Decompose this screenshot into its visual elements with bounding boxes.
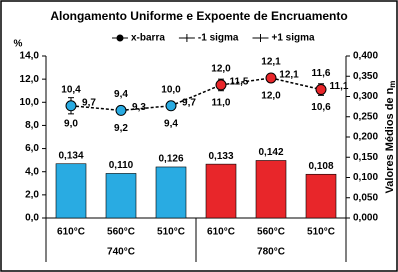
sigma-label: 10,0 [161, 84, 181, 95]
x-tick-label: 510°C [157, 227, 185, 238]
bar-value-label: 0,110 [109, 160, 134, 171]
y-tick-label: 14,0 [20, 51, 40, 62]
x-tick-label: 560°C [257, 227, 285, 238]
bar [105, 173, 137, 219]
bar [305, 173, 337, 219]
legend-label: +1 sigma [271, 33, 315, 44]
mean-marker [165, 100, 177, 112]
y2-axis-label-text: Valores Médios de n [384, 87, 396, 193]
y-tick-label: 0,0 [25, 213, 39, 224]
mean-label: 9,7 [82, 97, 96, 108]
mean-label: 9,3 [132, 102, 146, 113]
x-tick-label: 510°C [307, 227, 335, 238]
mean-marker [65, 100, 77, 112]
mean-label: 11,1 [330, 81, 349, 92]
x-tick-label: 610°C [207, 227, 235, 238]
y-tick-label: 4,0 [25, 166, 39, 177]
mean-marker [215, 79, 227, 91]
mean-marker [115, 104, 127, 116]
y-tick-label: 8,0 [25, 120, 39, 131]
bar-value-label: 0,133 [208, 151, 233, 162]
mean-line [70, 77, 322, 112]
bar-value-label: 0,142 [258, 147, 283, 158]
y2-tick-label: 0,100 [353, 172, 378, 183]
sigma-label: 9,4 [164, 118, 178, 129]
y-tick-label: 6,0 [25, 143, 39, 154]
legend-label: x-barra [131, 33, 165, 44]
y2-tick-label: 0,000 [353, 213, 378, 224]
chart-title: Alongamento Uniforme e Expoente de Encru… [50, 9, 347, 23]
group-label: 780°C [257, 247, 285, 258]
y2-axis-label-sub: m [388, 81, 397, 88]
y-axis-label: % [14, 39, 23, 50]
mean-marker [315, 84, 327, 96]
x-tick-label: 610°C [57, 227, 85, 238]
mean-label: 12,1 [279, 70, 299, 81]
sigma-label: 9,0 [64, 118, 78, 129]
y2-tick-label: 0,050 [353, 192, 378, 203]
bar [55, 163, 87, 219]
y2-tick-label: 0,150 [353, 152, 378, 163]
sigma-label: 12,0 [211, 64, 231, 75]
bar-value-label: 0,126 [158, 154, 183, 165]
bar-value-label: 0,134 [58, 150, 83, 161]
y-tick-label: 12,0 [20, 74, 40, 85]
legend-label: -1 sigma [198, 33, 239, 44]
y-tick-label: 2,0 [25, 189, 39, 200]
y2-tick-label: 0,350 [353, 71, 378, 82]
mean-marker [265, 72, 277, 84]
bar [155, 166, 187, 219]
sigma-label: 10,6 [311, 102, 331, 113]
sigma-label: 12,0 [261, 91, 281, 102]
sigma-label: 11,6 [312, 68, 331, 79]
x-tick-label: 560°C [107, 227, 135, 238]
mean-label: 11,5 [230, 77, 249, 88]
bar [205, 163, 237, 219]
sigma-label: 11,0 [212, 98, 231, 109]
mean-label: 9,7 [182, 97, 196, 108]
bar [255, 160, 287, 219]
sigma-label: 10,4 [61, 84, 81, 95]
sigma-label: 9,4 [114, 89, 128, 100]
y2-tick-label: 0,200 [353, 132, 378, 143]
y2-tick-label: 0,400 [353, 51, 378, 62]
y2-tick-label: 0,300 [353, 91, 378, 102]
group-label: 740°C [107, 247, 135, 258]
y-tick-label: 10,0 [20, 97, 40, 108]
y2-tick-label: 0,250 [353, 111, 378, 122]
sigma-label: 12,1 [261, 57, 281, 68]
bar-value-label: 0,108 [308, 161, 333, 172]
y2-axis-label: Valores Médios de nm [384, 81, 397, 194]
legend-marker [116, 34, 124, 42]
sigma-label: 9,2 [114, 123, 128, 134]
